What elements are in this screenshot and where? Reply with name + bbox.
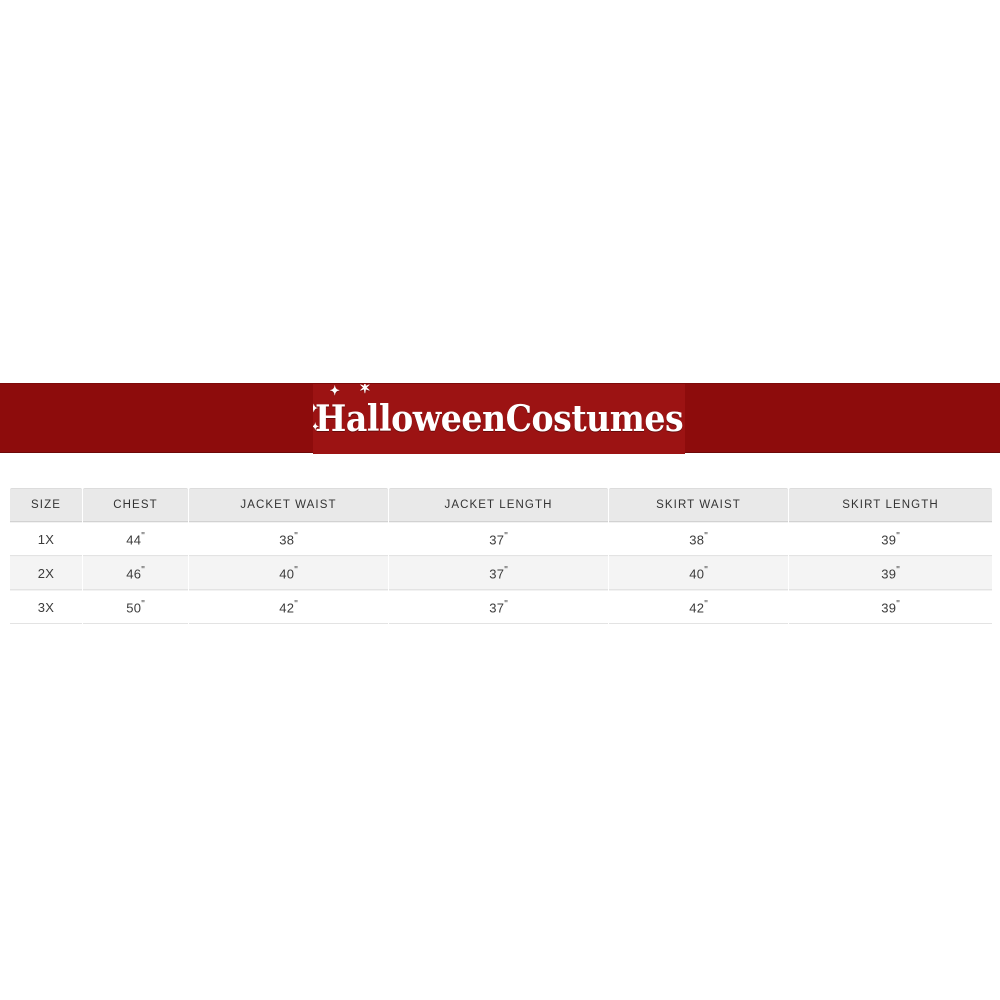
cell-value: 39: [881, 566, 897, 582]
cell-size: 2X: [10, 556, 82, 590]
table-header-row: SIZE CHEST JACKET WAIST JACKET LENGTH SK…: [10, 488, 992, 522]
brand-wordmark-label: HalloweenCostumes: [314, 398, 684, 440]
unit-symbol: ": [896, 530, 900, 542]
unit-symbol: ": [294, 564, 298, 576]
cell-chest: 46": [83, 556, 188, 590]
cell-jacket-length: 37": [389, 590, 608, 624]
brand-wordmark-text: ✦ ✶ ✦ ✦ HalloweenCostumes: [313, 384, 684, 440]
unit-symbol: ": [504, 530, 508, 542]
cell-value: 38: [689, 532, 705, 548]
cell-value: 42: [689, 600, 705, 616]
size-chart-body: 1X 44" 38" 37" 38" 39" 2X 46" 40" 37" 40…: [10, 522, 992, 624]
cell-skirt-length: 39": [789, 522, 992, 556]
cell-value: 37: [489, 532, 505, 548]
cell-value: 40: [279, 566, 295, 582]
cell-value: 42: [279, 600, 295, 616]
cell-skirt-waist: 38": [609, 522, 788, 556]
cell-size: 1X: [10, 522, 82, 556]
cell-value: 44: [126, 532, 142, 548]
unit-symbol: ": [141, 564, 145, 576]
column-header-chest: CHEST: [83, 488, 188, 522]
unit-symbol: ": [704, 530, 708, 542]
cell-jacket-waist: 38": [189, 522, 388, 556]
cell-jacket-waist: 40": [189, 556, 388, 590]
star-icon-top-right: ✶: [359, 384, 371, 397]
cell-skirt-length: 39": [789, 556, 992, 590]
cell-value: 39: [881, 600, 897, 616]
cell-value: 37: [489, 566, 505, 582]
cell-value: 50: [126, 600, 142, 616]
size-chart-head: SIZE CHEST JACKET WAIST JACKET LENGTH SK…: [10, 488, 992, 522]
unit-symbol: ": [704, 564, 708, 576]
cell-jacket-length: 37": [389, 556, 608, 590]
unit-symbol: ": [896, 564, 900, 576]
star-icon-top-left: ✦: [329, 384, 340, 399]
column-header-jacket-waist: JACKET WAIST: [189, 488, 388, 522]
table-row: 2X 46" 40" 37" 40" 39": [10, 556, 992, 590]
brand-banner: ✦ ✶ ✦ ✦ HalloweenCostumes: [0, 383, 1000, 454]
unit-symbol: ": [294, 598, 298, 610]
unit-symbol: ": [704, 598, 708, 610]
table-row: 3X 50" 42" 37" 42" 39": [10, 590, 992, 624]
cell-value: 38: [279, 532, 295, 548]
column-header-jacket-length: JACKET LENGTH: [389, 488, 608, 522]
cell-value: 39: [881, 532, 897, 548]
unit-symbol: ": [504, 564, 508, 576]
unit-symbol: ": [896, 598, 900, 610]
column-header-size: SIZE: [10, 488, 82, 522]
unit-symbol: ": [294, 530, 298, 542]
unit-symbol: ": [141, 598, 145, 610]
unit-symbol: ": [141, 530, 145, 542]
cell-jacket-length: 37": [389, 522, 608, 556]
brand-logo-block: ✦ ✶ ✦ ✦ HalloweenCostumes: [313, 384, 685, 454]
column-header-skirt-length: SKIRT LENGTH: [789, 488, 992, 522]
table-row: 1X 44" 38" 37" 38" 39": [10, 522, 992, 556]
size-chart-container: SIZE CHEST JACKET WAIST JACKET LENGTH SK…: [9, 488, 992, 624]
size-chart-table: SIZE CHEST JACKET WAIST JACKET LENGTH SK…: [9, 488, 993, 624]
cell-value: 46: [126, 566, 142, 582]
cell-chest: 50": [83, 590, 188, 624]
column-header-skirt-waist: SKIRT WAIST: [609, 488, 788, 522]
cell-value: 37: [489, 600, 505, 616]
unit-symbol: ": [504, 598, 508, 610]
cell-size: 3X: [10, 590, 82, 624]
cell-chest: 44": [83, 522, 188, 556]
cell-skirt-waist: 42": [609, 590, 788, 624]
cell-jacket-waist: 42": [189, 590, 388, 624]
cell-skirt-waist: 40": [609, 556, 788, 590]
cell-skirt-length: 39": [789, 590, 992, 624]
cell-value: 40: [689, 566, 705, 582]
